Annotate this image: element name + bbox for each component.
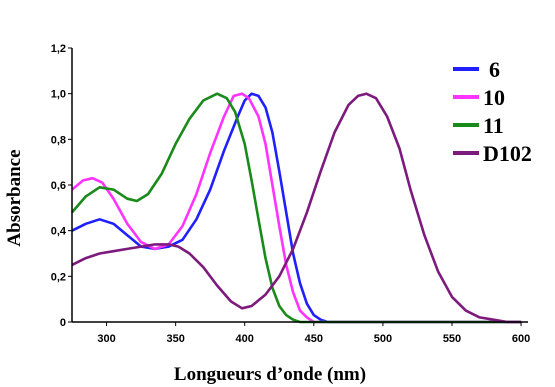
x-ticks: 300 350 400 450 500 550 600 <box>97 322 530 345</box>
series-line-10 <box>71 92 522 324</box>
y-tick-label: 0,4 <box>51 226 67 238</box>
series-line-d102 <box>71 92 522 324</box>
legend: 6 10 11 D102 <box>453 57 532 166</box>
y-tick-label: 1,2 <box>51 43 66 55</box>
legend-label-10: 10 <box>483 85 505 110</box>
x-tick-label: 600 <box>512 333 530 345</box>
x-tick-label: 400 <box>236 333 254 345</box>
y-axis-title: Absorbance <box>4 149 25 246</box>
plot-lines <box>71 92 522 324</box>
y-ticks: 0 0,2 0,4 0,6 0,8 1,0 1,2 <box>51 43 72 329</box>
y-tick-label: 0,2 <box>51 271 66 283</box>
x-tick-label: 500 <box>374 333 392 345</box>
y-tick-label: 0,8 <box>51 134 66 146</box>
legend-label-d102: D102 <box>483 141 532 166</box>
x-tick-label: 450 <box>305 333 323 345</box>
legend-label-6: 6 <box>489 57 500 82</box>
series-line-11 <box>71 92 522 324</box>
y-tick-label: 1,0 <box>51 89 66 101</box>
x-tick-label: 300 <box>97 333 115 345</box>
y-tick-label: 0 <box>60 317 66 329</box>
x-tick-label: 350 <box>166 333 184 345</box>
y-tick-label: 0,6 <box>51 180 66 192</box>
x-axis-title: Longueurs d’onde (nm) <box>174 364 366 385</box>
x-tick-label: 550 <box>443 333 461 345</box>
series-line-6 <box>71 92 522 324</box>
legend-label-11: 11 <box>483 113 504 138</box>
